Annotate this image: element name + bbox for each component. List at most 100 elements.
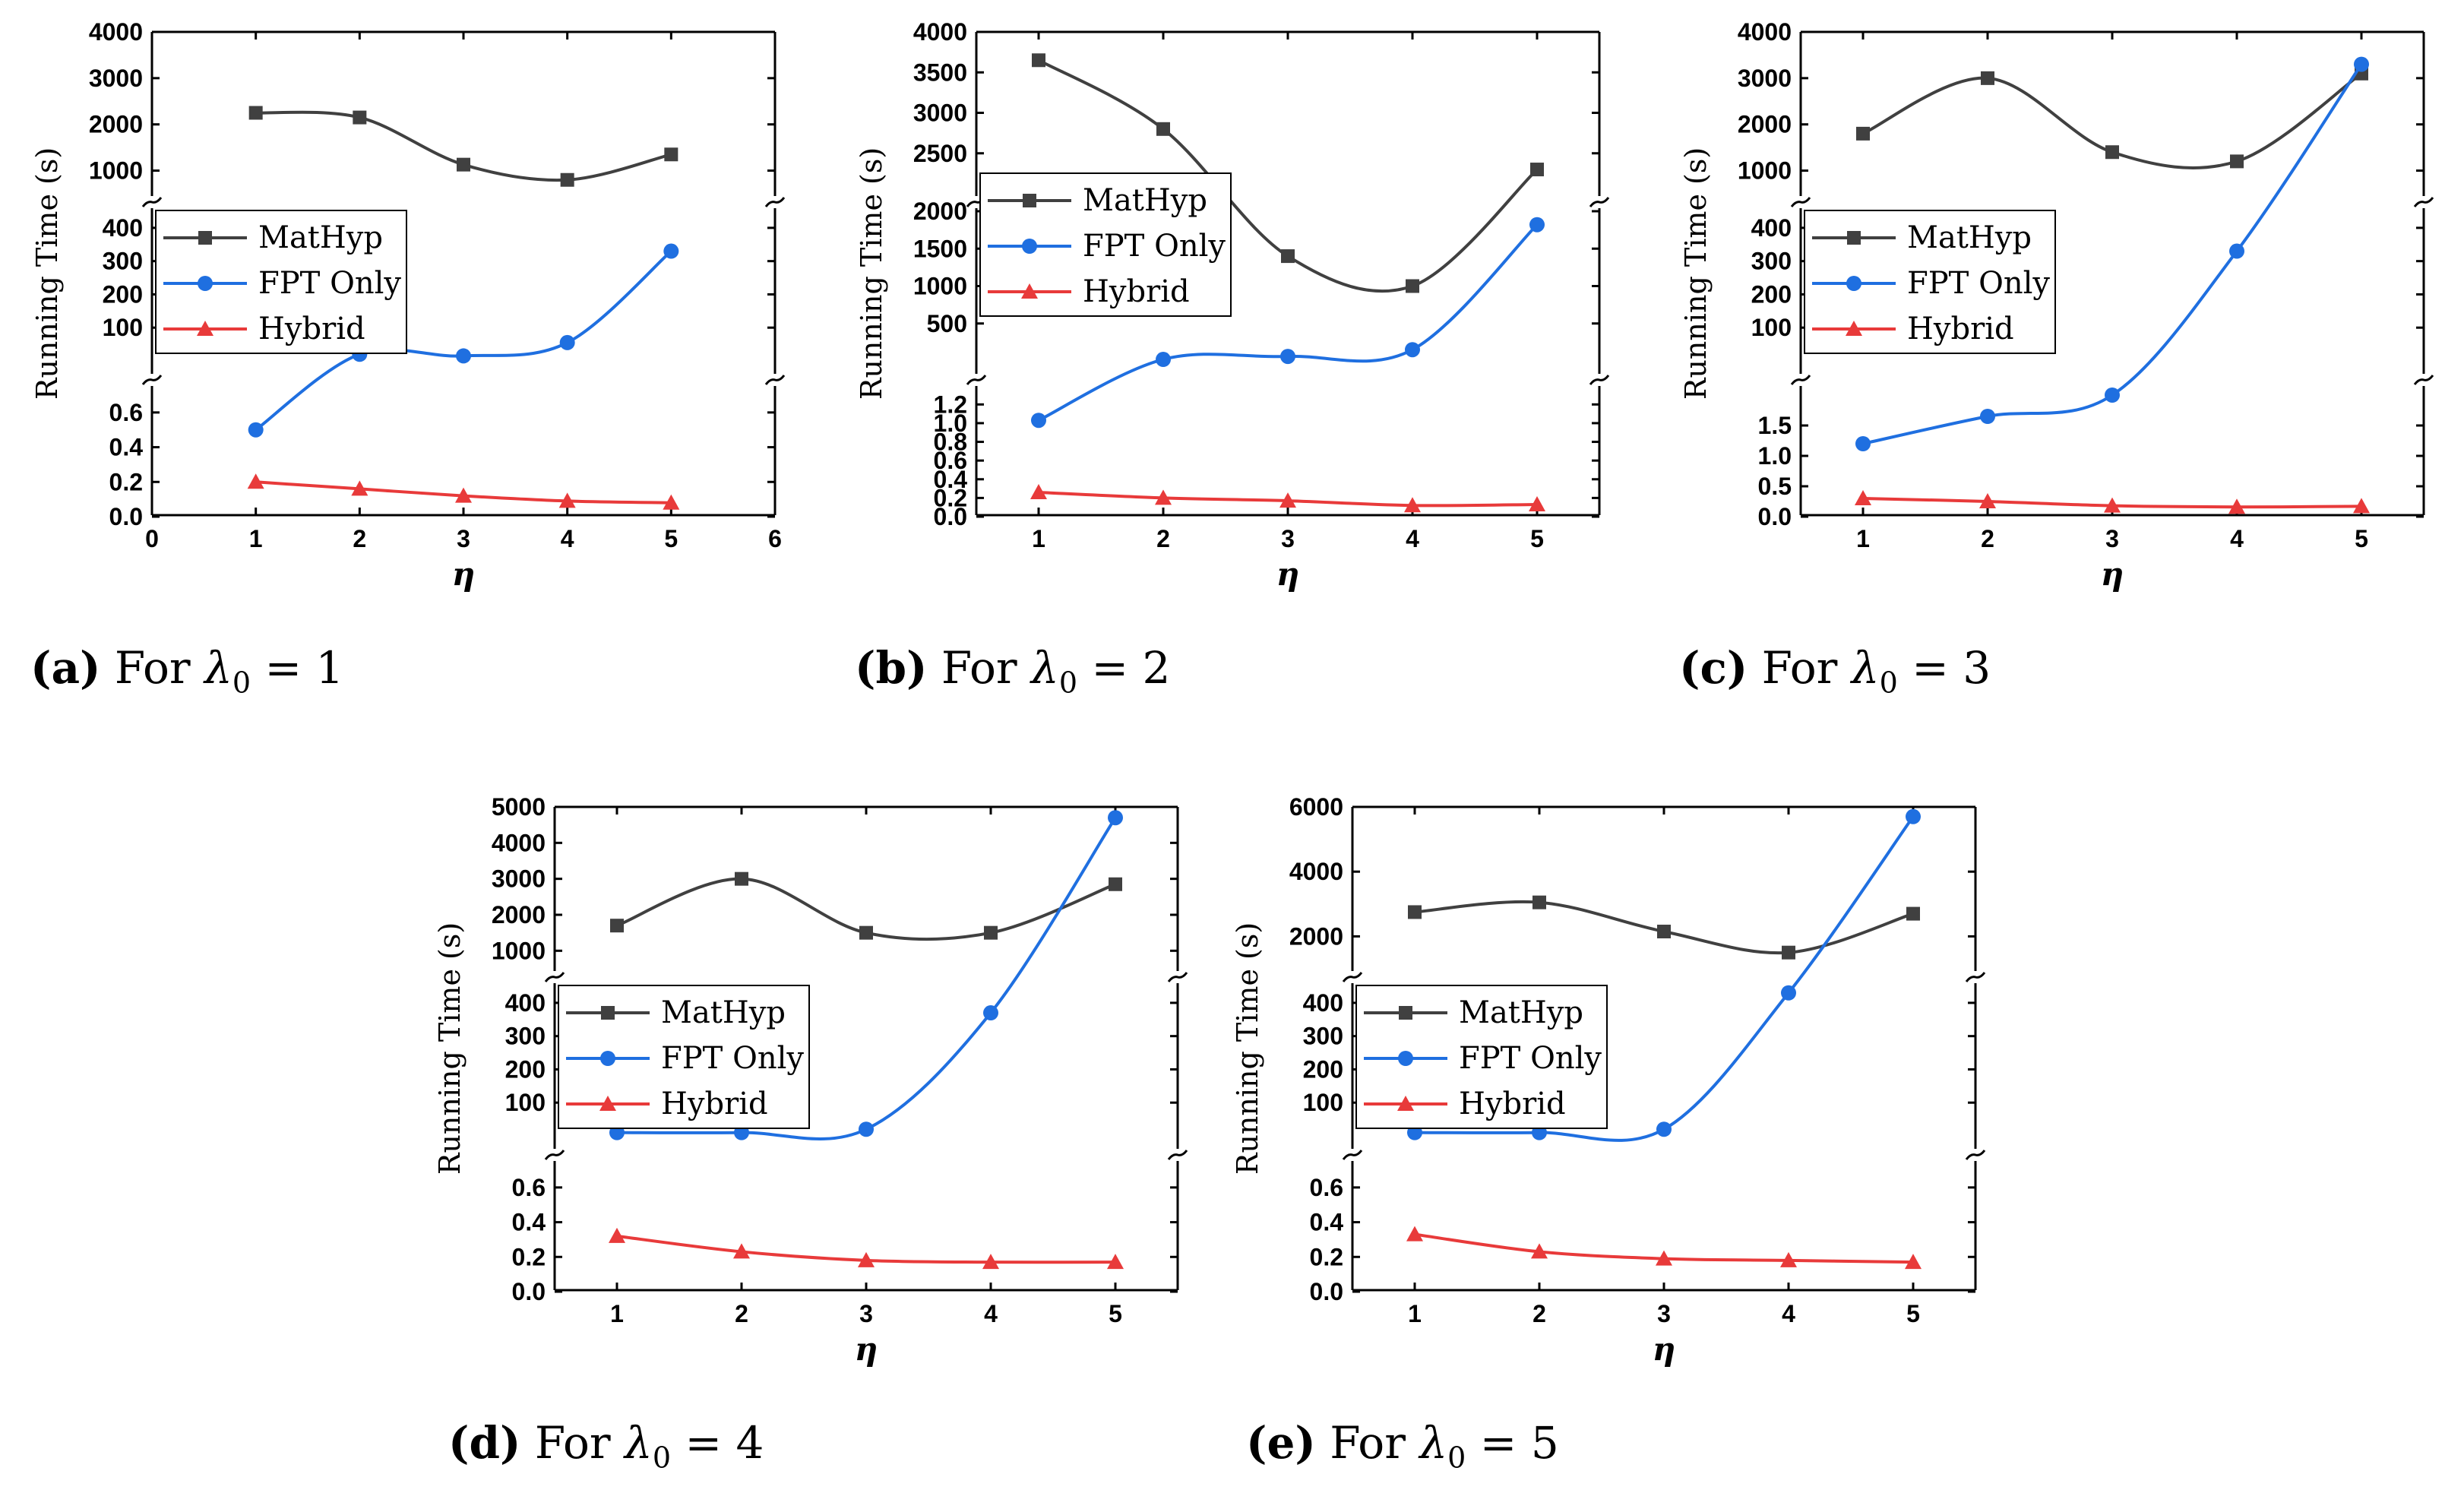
marker-triangle	[1030, 484, 1047, 499]
marker-square	[859, 925, 873, 940]
axis-break-mark	[1167, 972, 1188, 982]
y-tick-label: 300	[1303, 1023, 1343, 1050]
y-axis-label: Running Time (s)	[855, 147, 888, 400]
y-tick-label: 4000	[913, 18, 967, 46]
marker-square	[1906, 906, 1920, 921]
x-axis: 1 2 3 4 5	[1408, 807, 1920, 1327]
caption-prefix: For	[941, 642, 1017, 694]
y-tick-label: 3000	[913, 100, 967, 127]
marker-circle	[1031, 413, 1046, 429]
y-tick-label: 1500	[913, 235, 967, 262]
y-axis-segment: 2000 4000 6000	[1289, 793, 1975, 950]
marker-triangle	[197, 321, 214, 336]
marker-square	[1406, 279, 1419, 293]
series-mathyp	[610, 871, 1122, 941]
y-tick-label: 300	[505, 1023, 546, 1050]
y-tick-label: 4000	[1289, 858, 1343, 885]
series-line	[1862, 63, 2363, 445]
y-tick-label: 0.8	[934, 429, 967, 456]
legend: MatHyp FPT Only Hybrid	[979, 172, 1232, 317]
chart-panel-a: 0.0 0.2 0.4 0.6 100 200 300 400 1000 2000 3000 4000…	[0, 0, 836, 714]
y-tick-label: 200	[505, 1055, 546, 1083]
y-tick-label: 0.6	[109, 399, 143, 426]
caption-symbol: λ	[1031, 642, 1059, 694]
y-tick-label: 4000	[492, 829, 546, 856]
y-tick-label: 3000	[1738, 65, 1792, 92]
y-tick-label: 0.0	[934, 503, 967, 530]
caption-sub: 0	[1879, 666, 1898, 700]
caption-rest: = 1	[264, 642, 344, 694]
y-tick-label: 0.2	[109, 468, 143, 495]
y-axis-segment: 0.00.20.40.60.81.01.2	[934, 391, 1599, 530]
y-tick-label: 3000	[492, 865, 546, 893]
y-tick-label: 1000	[1738, 157, 1792, 185]
y-tick-label: 1000	[913, 273, 967, 300]
marker-square	[248, 106, 263, 120]
marker-square	[560, 172, 574, 187]
caption-label: (c)	[1679, 642, 1748, 694]
caption-label: (e)	[1246, 1417, 1316, 1469]
caption-b: (b) For λ0 = 2	[855, 642, 1170, 700]
marker-triangle	[2228, 498, 2245, 514]
y-tick-label: 100	[103, 314, 143, 341]
series-fpt-only	[1855, 56, 2369, 451]
marker-triangle	[1279, 492, 1296, 508]
y-tick-label: 0.4	[934, 466, 968, 493]
marker-square	[984, 925, 998, 940]
axis-break-mark	[544, 1150, 565, 1160]
y-axis-label: Running Time (s)	[1231, 922, 1264, 1175]
y-tick-label: 300	[103, 248, 143, 275]
legend: MatHyp FPT Only Hybrid	[1355, 985, 1608, 1129]
marker-square	[2230, 154, 2244, 169]
series-mathyp	[1856, 66, 2368, 169]
marker-triangle	[1656, 1250, 1672, 1266]
caption-symbol: λ	[204, 642, 232, 694]
marker-triangle	[599, 1096, 616, 1111]
series-fpt-only	[248, 243, 679, 438]
x-tick-label: 0	[145, 525, 159, 552]
y-tick-label: 1.0	[1758, 442, 1792, 470]
y-tick-label: 0.5	[1758, 473, 1792, 500]
x-tick-label: 5	[2355, 525, 2368, 552]
y-tick-label: 400	[103, 214, 143, 242]
caption-label: (a)	[30, 642, 101, 694]
caption-prefix: For	[1330, 1417, 1406, 1469]
axis-break-mark	[1589, 375, 1610, 385]
x-tick-label: 1	[610, 1300, 624, 1327]
marker-circle	[2105, 387, 2120, 403]
y-axis-segment: 1000 2000 3000 4000	[89, 18, 775, 185]
y-tick-label: 0.4	[1310, 1209, 1344, 1236]
marker-square	[735, 871, 748, 886]
marker-circle	[1398, 1051, 1413, 1066]
y-axis-segment: 100 200 300 400	[103, 214, 775, 341]
marker-triangle	[455, 487, 472, 503]
marker-triangle	[1855, 490, 1871, 505]
marker-triangle	[1406, 1226, 1423, 1242]
marker-square	[1109, 877, 1122, 891]
caption-sub: 0	[652, 1441, 671, 1475]
y-tick-label: 1000	[89, 157, 143, 185]
marker-circle	[663, 243, 679, 259]
legend: MatHyp FPT Only Hybrid	[558, 985, 810, 1129]
y-tick-label: 5000	[492, 793, 546, 821]
axis-break-mark	[764, 197, 786, 207]
axis-break-mark	[2413, 197, 2434, 207]
series-line	[1414, 815, 1915, 1142]
marker-square	[1847, 231, 1861, 245]
caption-rest: = 3	[1912, 642, 1991, 694]
y-tick-label: 0.0	[109, 503, 143, 530]
marker-square	[198, 231, 212, 245]
marker-triangle	[1846, 321, 1862, 336]
y-tick-label: 0.2	[1310, 1243, 1343, 1270]
legend: MatHyp FPT Only Hybrid	[1804, 210, 2056, 354]
y-axis-label: Running Time (s)	[30, 147, 64, 400]
y-tick-label: 400	[505, 989, 546, 1017]
marker-triangle	[1021, 283, 1038, 299]
y-axis-segment: 2500 3000 3500 4000	[913, 18, 1599, 167]
legend-label: Hybrid	[258, 312, 365, 346]
axis-break-mark	[141, 375, 163, 385]
x-tick-label: 4	[2230, 525, 2244, 552]
x-tick-label: 3	[2105, 525, 2119, 552]
axis-break-mark	[764, 375, 786, 385]
y-tick-label: 2000	[89, 111, 143, 138]
